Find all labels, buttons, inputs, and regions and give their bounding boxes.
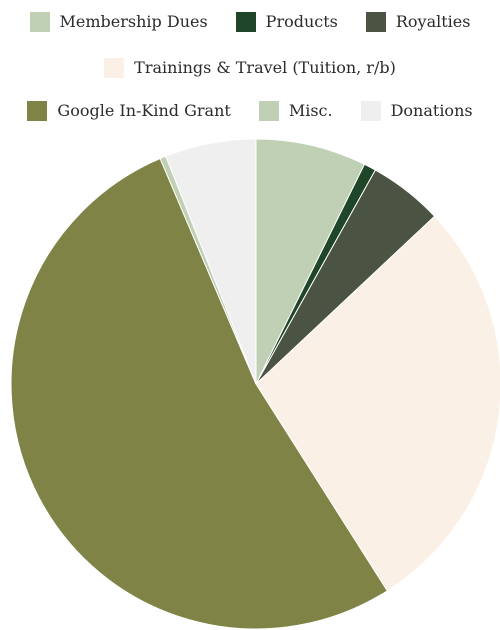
- legend-swatch-membership-dues: [29, 12, 50, 32]
- legend-label-donations: Donations: [390, 101, 473, 120]
- legend-label-misc: Misc.: [288, 101, 333, 120]
- legend-row-2: Trainings & Travel (Tuition, r/b): [0, 56, 500, 80]
- legend-label-google-in-kind-grant: Google In-Kind Grant: [57, 101, 231, 120]
- legend-label-membership-dues: Membership Dues: [59, 12, 208, 31]
- legend-item-donations: Donations: [360, 101, 473, 121]
- legend-label-trainings-travel: Trainings & Travel (Tuition, r/b): [134, 58, 396, 77]
- legend-swatch-misc: [258, 101, 279, 121]
- legend-item-membership-dues: Membership Dues: [29, 12, 208, 32]
- legend-swatch-royalties: [365, 12, 386, 32]
- pie-slice-trainings-travel-tuition-r-b: [255, 215, 500, 592]
- legend-swatch-donations: [360, 101, 381, 121]
- legend-row-3: Google In-Kind Grant Misc. Donations: [0, 99, 500, 123]
- legend-swatch-google-in-kind-grant: [27, 101, 48, 121]
- legend-label-royalties: Royalties: [395, 12, 471, 31]
- legend-swatch-trainings-travel: [104, 58, 125, 78]
- legend-item-misc: Misc.: [258, 101, 333, 121]
- legend-item-trainings-travel: Trainings & Travel (Tuition, r/b): [104, 58, 396, 78]
- legend-item-google-in-kind-grant: Google In-Kind Grant: [27, 101, 231, 121]
- legend-item-royalties: Royalties: [365, 12, 471, 32]
- pie-slice-google-in-kind-grant: [10, 157, 388, 630]
- pie-slice-membership-dues: [255, 138, 366, 385]
- legend-row-1: Membership Dues Products Royalties: [0, 10, 500, 34]
- legend-swatch-products: [235, 12, 256, 32]
- legend-label-products: Products: [265, 12, 338, 31]
- pie-slice-donations: [165, 138, 257, 385]
- legend-item-products: Products: [235, 12, 338, 32]
